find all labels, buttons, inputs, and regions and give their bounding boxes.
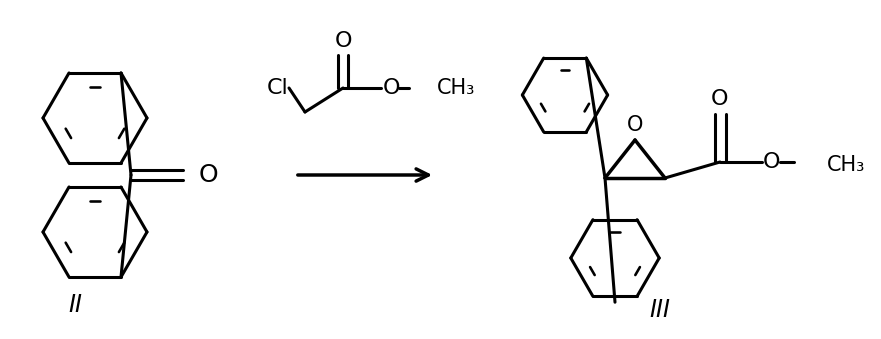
Text: O: O [382,78,400,98]
Text: CH₃: CH₃ [437,78,476,98]
Text: II: II [68,293,82,317]
Text: O: O [199,163,218,187]
Text: O: O [763,152,781,172]
Text: O: O [334,31,352,51]
Text: Cl: Cl [267,78,289,98]
Text: O: O [711,89,729,109]
Text: III: III [649,298,670,322]
Text: CH₃: CH₃ [827,155,865,175]
Text: O: O [626,115,643,135]
